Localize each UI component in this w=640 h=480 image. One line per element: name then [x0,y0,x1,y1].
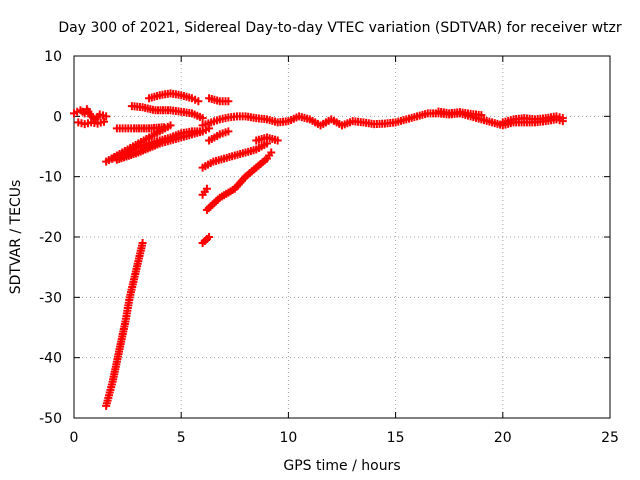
series-arc-f [145,89,203,106]
series-arc-d [112,123,169,133]
data-point [477,111,486,120]
series-arc-e [127,102,207,123]
y-tick-label: -50 [39,411,62,427]
data-point [100,117,109,126]
series-arc-n [198,233,214,248]
x-tick-label: 15 [387,430,405,446]
y-tick-label: 10 [44,49,62,65]
series-arc-l [198,184,211,199]
x-tick-label: 10 [279,430,297,446]
data-point [224,127,233,136]
series-arc-k [252,133,282,145]
y-tick-label: -40 [39,351,62,367]
y-tick-label: -10 [39,170,62,186]
series-arc-j [198,139,271,172]
series-arc-m [202,148,276,214]
data-point [160,123,169,132]
grid-lines [74,56,610,418]
series-arc-steep [102,239,147,410]
y-tick-label: 0 [53,109,62,125]
data-point [558,114,567,123]
data-point [205,233,214,241]
y-tick-label: -20 [39,230,62,246]
series-arc-p [498,112,567,127]
y-axis-label: SDTVAR / TECUs [8,180,24,295]
x-tick-label: 20 [494,430,512,446]
data-point [102,112,111,121]
x-tick-label: 25 [601,430,619,446]
x-tick-label: 0 [70,430,79,446]
data-marks [70,89,567,410]
x-tick-label: 5 [177,430,186,446]
series-arc-left-low [74,117,109,129]
axis-ticks: 0 5 10 15 20 25 -50 -40 -30 -20 -10 0 10 [39,49,619,446]
series-arc-o [434,107,486,120]
data-point [138,239,147,248]
data-point [166,121,175,130]
chart-title: Day 300 of 2021, Sidereal Day-to-day VTE… [58,20,622,36]
data-point [273,136,282,145]
data-point [202,184,211,193]
series-arc-g [205,94,233,106]
data-point [267,148,276,157]
data-point [198,114,207,123]
y-tick-label: -30 [39,290,62,306]
data-point [224,97,233,106]
data-point [194,97,203,106]
x-axis-label: GPS time / hours [283,458,400,474]
series-arc-i [205,127,233,145]
